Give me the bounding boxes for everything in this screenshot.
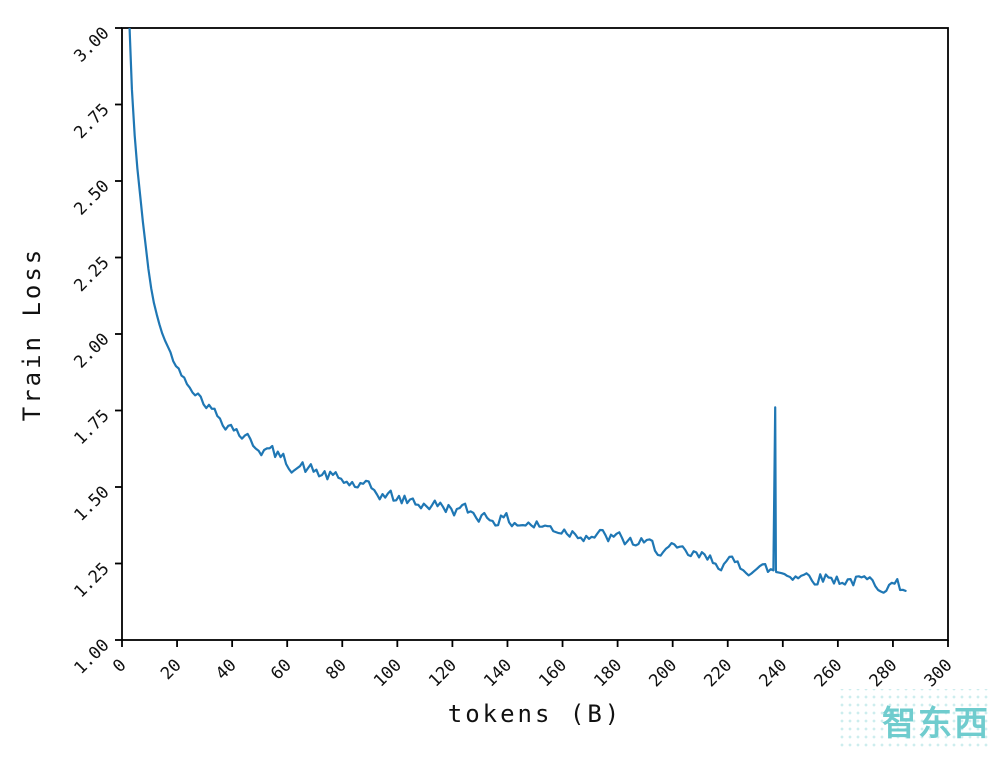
x-tick-label: 180 [590,655,626,691]
y-tick-label: 1.00 [70,635,113,678]
x-tick-label: 120 [425,655,461,691]
x-tick-label: 220 [700,655,736,691]
x-tick-label: 40 [212,655,241,684]
y-axis-title: Train Loss [18,247,46,422]
plot-border [121,27,949,641]
x-tick-label: 80 [322,655,351,684]
watermark-logo: 智东西 [840,689,990,751]
y-tick-label: 2.25 [70,253,113,296]
x-tick-label: 100 [370,655,406,691]
train-loss-line [128,28,907,594]
y-tick-label: 2.00 [70,329,113,372]
x-tick-label: 300 [921,655,957,691]
x-tick-label: 280 [866,655,902,691]
ticks-layer: 0 20 40 60 80 100 120 140 160 180 200 220 240 260 280 3… [70,23,956,691]
y-tick-label: 2.75 [70,100,113,143]
y-tick-label: 1.50 [70,482,113,525]
x-tick-label: 60 [267,655,296,684]
x-tick-label: 20 [157,655,186,684]
x-tick-label: 160 [535,655,571,691]
y-tick-label: 1.75 [70,406,113,449]
x-tick-label: 0 [109,655,130,676]
x-axis-title: tokens (B) [448,700,623,728]
y-tick-label: 1.25 [70,559,113,602]
y-tick-label: 3.00 [70,23,113,66]
x-tick-label: 260 [811,655,847,691]
x-tick-label: 140 [480,655,516,691]
line-layer [128,28,907,594]
x-tick-label: 240 [755,655,791,691]
x-tick-label: 200 [645,655,681,691]
y-tick-label: 2.50 [70,176,113,219]
